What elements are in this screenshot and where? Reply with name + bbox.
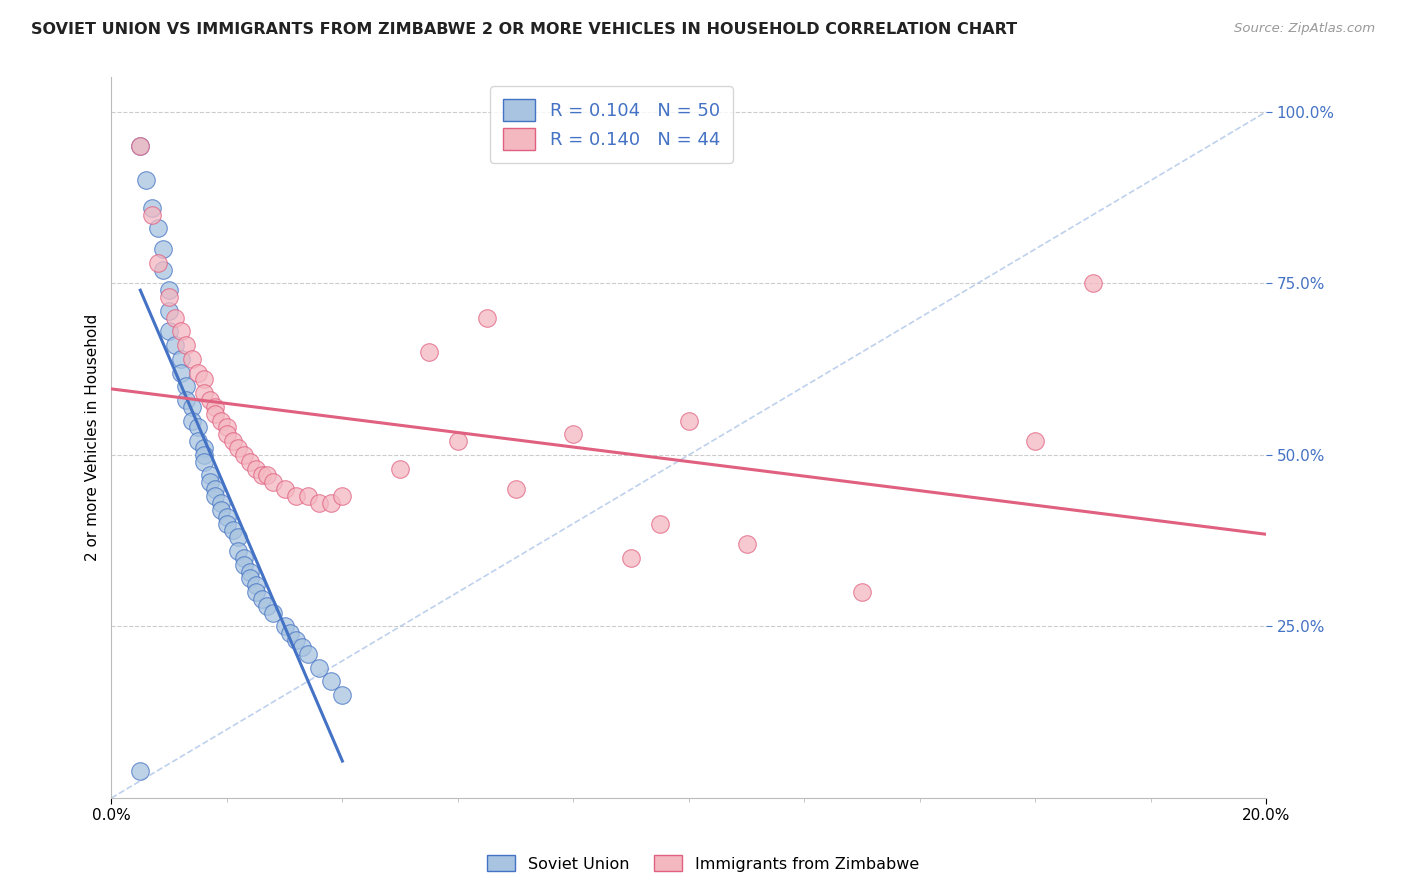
- Point: [228, 441, 250, 455]
- Point: [256, 468, 278, 483]
- Point: [157, 324, 180, 338]
- Point: [233, 550, 256, 565]
- Point: [250, 592, 273, 607]
- Point: [204, 400, 226, 414]
- Point: [280, 626, 302, 640]
- Point: [152, 262, 174, 277]
- Point: [332, 688, 354, 702]
- Point: [215, 427, 238, 442]
- Point: [851, 585, 873, 599]
- Point: [233, 558, 256, 572]
- Point: [146, 221, 169, 235]
- Point: [187, 434, 209, 449]
- Point: [181, 351, 204, 366]
- Point: [256, 599, 278, 613]
- Point: [291, 640, 314, 654]
- Point: [447, 434, 470, 449]
- Point: [239, 455, 262, 469]
- Point: [176, 392, 198, 407]
- Point: [157, 303, 180, 318]
- Point: [418, 345, 440, 359]
- Point: [308, 661, 330, 675]
- Point: [332, 489, 354, 503]
- Point: [215, 420, 238, 434]
- Point: [129, 764, 152, 778]
- Point: [193, 386, 215, 401]
- Point: [245, 578, 267, 592]
- Point: [1024, 434, 1046, 449]
- Point: [285, 633, 308, 648]
- Point: [129, 139, 152, 153]
- Point: [245, 461, 267, 475]
- Point: [648, 516, 671, 531]
- Point: [319, 674, 342, 689]
- Point: [170, 324, 193, 338]
- Point: [678, 414, 700, 428]
- Point: [141, 201, 163, 215]
- Point: [239, 571, 262, 585]
- Legend: Soviet Union, Immigrants from Zimbabwe: Soviet Union, Immigrants from Zimbabwe: [478, 847, 928, 880]
- Point: [215, 516, 238, 531]
- Point: [163, 338, 186, 352]
- Y-axis label: 2 or more Vehicles in Household: 2 or more Vehicles in Household: [86, 314, 100, 561]
- Point: [193, 448, 215, 462]
- Point: [163, 310, 186, 325]
- Point: [297, 647, 319, 661]
- Point: [209, 503, 232, 517]
- Legend: R = 0.104   N = 50, R = 0.140   N = 44: R = 0.104 N = 50, R = 0.140 N = 44: [491, 87, 733, 163]
- Point: [562, 427, 585, 442]
- Point: [181, 400, 204, 414]
- Point: [475, 310, 498, 325]
- Point: [228, 544, 250, 558]
- Point: [297, 489, 319, 503]
- Point: [221, 524, 243, 538]
- Point: [250, 468, 273, 483]
- Point: [176, 338, 198, 352]
- Point: [1081, 277, 1104, 291]
- Point: [273, 482, 295, 496]
- Point: [204, 489, 226, 503]
- Point: [187, 420, 209, 434]
- Point: [146, 256, 169, 270]
- Text: Source: ZipAtlas.com: Source: ZipAtlas.com: [1234, 22, 1375, 36]
- Text: SOVIET UNION VS IMMIGRANTS FROM ZIMBABWE 2 OR MORE VEHICLES IN HOUSEHOLD CORRELA: SOVIET UNION VS IMMIGRANTS FROM ZIMBABWE…: [31, 22, 1017, 37]
- Point: [505, 482, 527, 496]
- Point: [176, 379, 198, 393]
- Point: [141, 208, 163, 222]
- Point: [735, 537, 758, 551]
- Point: [209, 496, 232, 510]
- Point: [221, 434, 243, 449]
- Point: [209, 414, 232, 428]
- Point: [620, 550, 643, 565]
- Point: [198, 392, 221, 407]
- Point: [239, 565, 262, 579]
- Point: [129, 139, 152, 153]
- Point: [193, 455, 215, 469]
- Point: [233, 448, 256, 462]
- Point: [198, 468, 221, 483]
- Point: [228, 530, 250, 544]
- Point: [187, 366, 209, 380]
- Point: [181, 414, 204, 428]
- Point: [198, 475, 221, 490]
- Point: [389, 461, 412, 475]
- Point: [262, 475, 284, 490]
- Point: [285, 489, 308, 503]
- Point: [152, 242, 174, 256]
- Point: [204, 407, 226, 421]
- Point: [193, 372, 215, 386]
- Point: [193, 441, 215, 455]
- Point: [204, 482, 226, 496]
- Point: [273, 619, 295, 633]
- Point: [170, 351, 193, 366]
- Point: [157, 290, 180, 304]
- Point: [262, 606, 284, 620]
- Point: [215, 509, 238, 524]
- Point: [135, 173, 157, 187]
- Point: [308, 496, 330, 510]
- Point: [319, 496, 342, 510]
- Point: [157, 283, 180, 297]
- Point: [245, 585, 267, 599]
- Point: [170, 366, 193, 380]
